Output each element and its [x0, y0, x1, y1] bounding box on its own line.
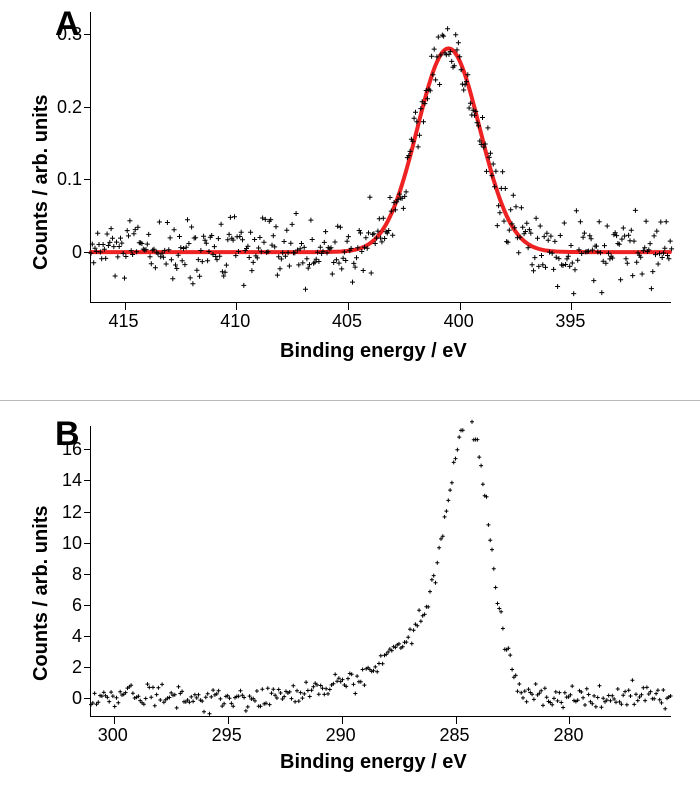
- panel-b-svg: [91, 426, 671, 716]
- tick-label: 0: [32, 242, 82, 263]
- panel-b-plot-area: [90, 426, 671, 717]
- panel-a-svg: [91, 12, 671, 302]
- tick-label: 14: [32, 470, 82, 491]
- scatter-points: [89, 26, 675, 296]
- fit-curve: [91, 48, 670, 252]
- tick-label: 12: [32, 502, 82, 523]
- tick-label: 2: [32, 657, 82, 678]
- panel-a: A Counts / arb. units Binding energy / e…: [0, 0, 700, 390]
- tick-label: 410: [215, 311, 255, 332]
- tick-label: 0: [32, 688, 82, 709]
- scatter-points: [89, 420, 673, 716]
- tick-label: 280: [548, 725, 588, 746]
- tick-label: 285: [435, 725, 475, 746]
- tick-label: 300: [93, 725, 133, 746]
- tick-label: 16: [32, 439, 82, 460]
- tick-label: 0.2: [32, 97, 82, 118]
- tick-label: 400: [439, 311, 479, 332]
- tick-label: 405: [327, 311, 367, 332]
- tick-label: 415: [104, 311, 144, 332]
- tick-label: 0.1: [32, 169, 82, 190]
- tick-label: 10: [32, 533, 82, 554]
- tick-label: 295: [207, 725, 247, 746]
- figure: A Counts / arb. units Binding energy / e…: [0, 0, 700, 793]
- tick-label: 6: [32, 595, 82, 616]
- panel-a-xlabel: Binding energy / eV: [280, 340, 467, 363]
- panel-b: B Counts / arb. units Binding energy / e…: [0, 400, 700, 794]
- tick-label: 4: [32, 626, 82, 647]
- tick-label: 8: [32, 564, 82, 585]
- tick-label: 290: [321, 725, 361, 746]
- panel-a-plot-area: [90, 12, 671, 303]
- tick-label: 395: [550, 311, 590, 332]
- panel-b-xlabel: Binding energy / eV: [280, 751, 467, 774]
- tick-label: 0.3: [32, 24, 82, 45]
